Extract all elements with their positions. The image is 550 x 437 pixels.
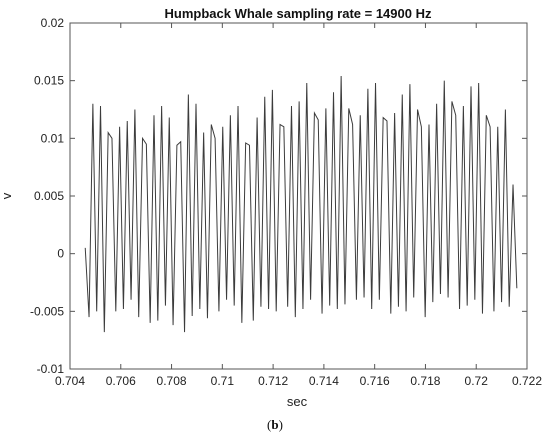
y-tick-label: 0.01 [41,131,65,145]
y-tick-label: 0.02 [41,16,65,30]
x-tick-label: 0.722 [512,374,542,388]
x-tick-label: 0.71 [211,374,235,388]
x-tick-label: 0.718 [410,374,440,388]
y-tick-label: 0.005 [34,189,64,203]
x-tick-label: 0.708 [157,374,187,388]
y-tick-label: -0.005 [30,304,64,318]
x-tick-label: 0.712 [258,374,288,388]
caption-label: (b) [267,417,283,432]
waveform-line [84,76,518,333]
caption-letter: b [271,417,278,432]
y-tick-label: 0.015 [34,74,64,88]
y-tick-label: 0 [57,247,64,261]
x-tick-label: 0.704 [55,374,85,388]
y-tick-label: -0.01 [37,362,65,376]
y-axis-label: v [0,192,14,199]
x-axis: 0.704 0.706 0.708 0.71 0.712 0.714 0.716 0.718 0… [55,23,542,388]
caption-open-paren: ( [267,417,271,432]
x-tick-label: 0.714 [309,374,339,388]
x-axis-label: sec [287,394,308,409]
y-axis: -0.01 -0.005 0 0.005 0.01 0.015 0.02 [30,16,527,376]
plot-area [69,22,528,370]
x-tick-label: 0.716 [360,374,390,388]
x-tick-label: 0.72 [465,374,489,388]
caption-close-paren: ) [279,417,283,432]
chart-title: Humpback Whale sampling rate = 14900 Hz [165,6,432,21]
x-tick-label: 0.706 [106,374,136,388]
